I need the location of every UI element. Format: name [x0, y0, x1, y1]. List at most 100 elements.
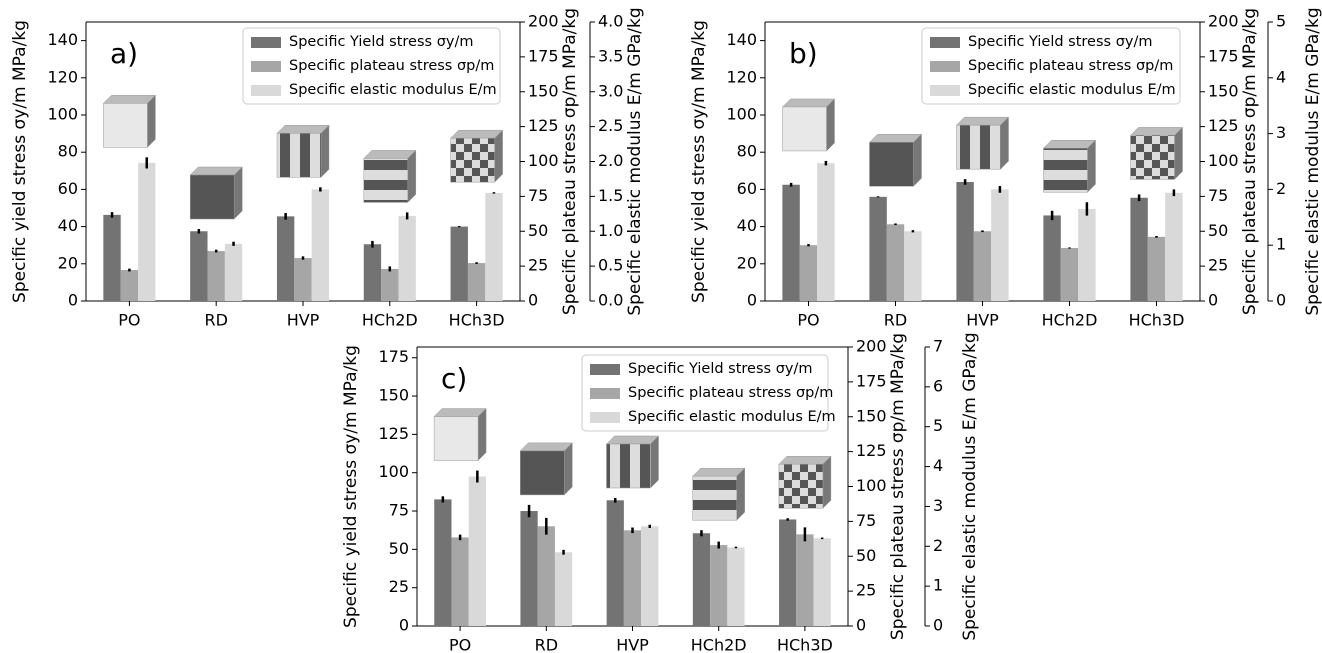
- tick-label: 50: [528, 221, 548, 240]
- icon-front: [1044, 148, 1088, 192]
- legend-label: Specific elastic modulus E/m: [289, 82, 497, 98]
- tick-label: 200: [528, 12, 559, 31]
- axis-label: Specific elastic modulus E/m GPa/kg: [960, 332, 980, 640]
- icon-side: [737, 468, 745, 520]
- tick-label: 120: [726, 67, 757, 86]
- tick-label: 1: [1276, 235, 1286, 254]
- bar: [121, 270, 138, 301]
- bar: [138, 163, 155, 301]
- x-tick-label: PO: [797, 311, 819, 330]
- bar: [451, 227, 468, 301]
- tick-label: 200: [1208, 12, 1239, 31]
- tick-label: 60: [737, 179, 757, 198]
- tick-label: 25: [528, 256, 548, 275]
- tick-label: 20: [58, 253, 78, 272]
- tick-label: 75: [1208, 186, 1228, 205]
- bar: [520, 511, 537, 626]
- x-tick-label: HCh2D: [362, 311, 418, 330]
- bar: [103, 215, 120, 301]
- tick-label: 5: [933, 416, 943, 435]
- icon-side: [651, 436, 659, 488]
- tick-label: 125: [528, 116, 559, 135]
- legend-swatch: [251, 85, 281, 96]
- bar: [782, 185, 799, 301]
- x-tick-label: PO: [449, 636, 471, 653]
- bar: [277, 216, 294, 301]
- bar: [469, 477, 486, 626]
- icon-top: [957, 117, 1009, 125]
- bar: [710, 545, 727, 626]
- tick-label: 4: [1276, 67, 1286, 86]
- tick-label: 40: [737, 216, 757, 235]
- icon-side: [147, 95, 155, 147]
- icon-top: [364, 150, 416, 158]
- tick-label: 175: [856, 371, 887, 390]
- tick-label: 4: [933, 456, 943, 475]
- tick-label: 80: [737, 142, 757, 161]
- bar: [451, 537, 468, 626]
- legend-swatch: [590, 388, 620, 399]
- icon-top: [190, 167, 242, 175]
- icon-top: [607, 436, 659, 444]
- bar: [434, 499, 451, 626]
- tick-label: 0: [1276, 291, 1286, 310]
- x-tick-label: HCh2D: [1042, 311, 1098, 330]
- tick-label: 2: [1276, 179, 1286, 198]
- icon-front: [693, 476, 737, 520]
- legend-label: Specific Yield stress σy/m: [968, 34, 1152, 50]
- bar: [555, 552, 572, 626]
- bar: [796, 534, 813, 626]
- bar: [887, 224, 904, 301]
- icon-side: [914, 134, 922, 186]
- tick-label: 3.5: [598, 46, 623, 65]
- icon-side: [564, 443, 572, 495]
- bar: [1148, 237, 1165, 301]
- bar: [693, 533, 710, 626]
- icon-front: [277, 133, 321, 177]
- tick-label: 0.5: [598, 256, 623, 275]
- bar: [312, 189, 329, 301]
- tick-label: 2: [933, 536, 943, 555]
- x-tick-label: HVP: [287, 311, 320, 330]
- axis-label: Specific elastic modulus E/m GPa/kg: [625, 7, 645, 315]
- icon-top: [1044, 140, 1096, 148]
- tick-label: 125: [1208, 116, 1239, 135]
- bar: [225, 244, 242, 301]
- icon-front: [103, 103, 147, 147]
- icon-top: [103, 95, 155, 103]
- tick-label: 3.0: [598, 81, 623, 100]
- legend-swatch: [590, 412, 620, 423]
- tick-label: 25: [389, 577, 409, 596]
- figure: 0204060801001201400255075100125150175200…: [0, 0, 1322, 653]
- tick-label: 200: [856, 337, 887, 356]
- x-tick-label: RD: [535, 636, 558, 653]
- tick-label: 2.0: [598, 151, 623, 170]
- tick-label: 50: [1208, 221, 1228, 240]
- tick-label: 100: [1208, 151, 1239, 170]
- icon-top: [693, 468, 745, 476]
- x-tick-label: HCh3D: [777, 636, 833, 653]
- tick-label: 100: [378, 462, 409, 481]
- legend-swatch: [590, 364, 620, 375]
- tick-label: 40: [58, 216, 78, 235]
- x-tick-label: PO: [118, 311, 140, 330]
- icon-front: [870, 142, 914, 186]
- axis-label: Specific elastic modulus E/m GPa/kg: [1303, 7, 1322, 315]
- icon-front: [957, 125, 1001, 169]
- icon-side: [408, 150, 416, 202]
- legend-label: Specific elastic modulus E/m: [628, 409, 836, 425]
- tick-label: 75: [389, 501, 409, 520]
- tick-label: 0: [1208, 291, 1218, 310]
- axis-label: Specific plateau stress σp/m MPa/kg: [1240, 8, 1260, 315]
- tick-label: 25: [856, 581, 876, 600]
- tick-label: 0: [747, 291, 757, 310]
- icon-front: [451, 138, 495, 182]
- bar: [641, 526, 658, 626]
- icon-top: [779, 456, 831, 464]
- tick-label: 140: [726, 30, 757, 49]
- x-tick-label: HVP: [966, 311, 999, 330]
- tick-label: 175: [378, 347, 409, 366]
- icon-top: [277, 125, 329, 133]
- bar: [904, 231, 921, 301]
- bar: [1078, 209, 1095, 301]
